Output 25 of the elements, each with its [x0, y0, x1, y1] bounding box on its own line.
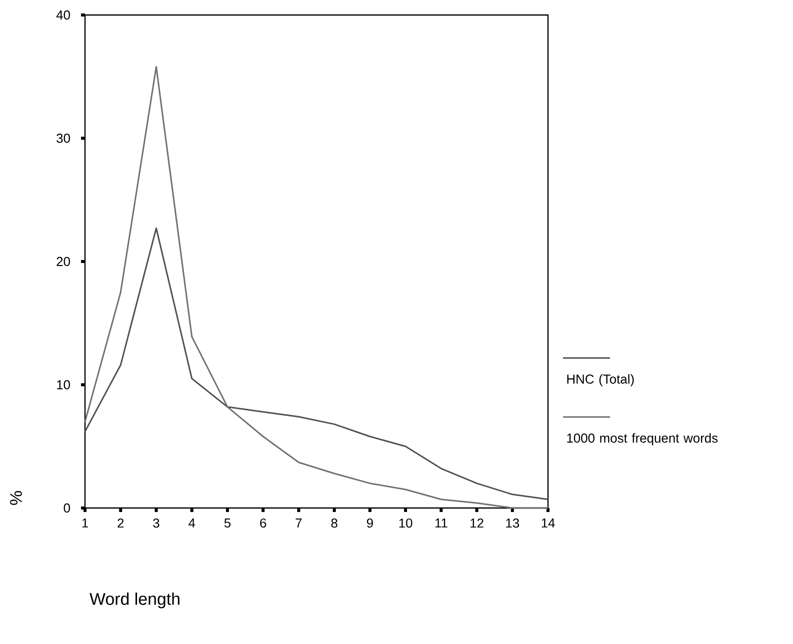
x-tick-label: 6: [260, 518, 266, 528]
line-series: [84, 227, 549, 500]
y-tick-label: 40: [56, 10, 70, 20]
x-tick-label: 12: [470, 518, 484, 528]
y-tick-label: 20: [56, 256, 70, 266]
y-tick-label: 10: [57, 380, 70, 390]
x-tick-label: 5: [224, 518, 231, 528]
text: HNC (Total): [567, 374, 634, 386]
x-tick-label: 13: [506, 518, 520, 528]
x-tick-label: 4: [188, 518, 196, 528]
x-tick-label: 7: [296, 518, 302, 528]
x-tick-label: 8: [331, 518, 338, 528]
x-tick-label: 14: [542, 518, 555, 528]
x-tick-label: 10: [399, 518, 412, 528]
text: 1000 most frequent words: [567, 433, 718, 446]
x-tick-label: 2: [118, 518, 124, 528]
x-tick-label: 9: [366, 518, 373, 528]
y-axis-title: %: [10, 491, 22, 505]
y-tick-label: 0: [64, 503, 70, 513]
y-tick-label: 30: [56, 134, 70, 143]
line-series: [84, 66, 549, 509]
x-tick-label: 1: [82, 518, 88, 528]
x-tick-label: 3: [153, 518, 160, 528]
x-tick-label: 11: [435, 518, 448, 528]
x-axis-title: Word length: [90, 592, 180, 608]
